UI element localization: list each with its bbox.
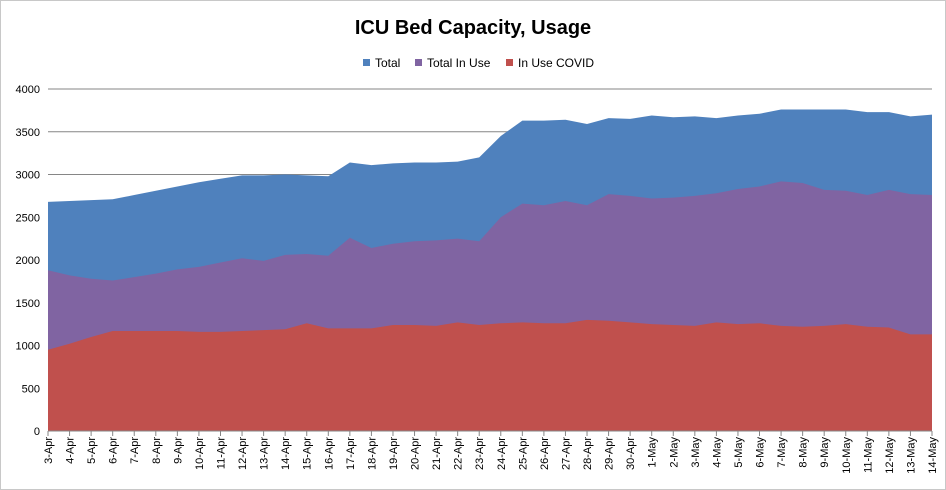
y-tick-label: 2000: [16, 255, 40, 267]
x-tick-label: 11-Apr: [215, 437, 227, 470]
x-tick-label: 30-Apr: [625, 437, 637, 470]
legend-swatch: [363, 59, 370, 66]
legend-swatch: [506, 59, 513, 66]
x-tick-label: 5-May: [733, 437, 745, 468]
y-tick-label: 0: [34, 426, 40, 438]
y-tick-label: 1500: [16, 298, 40, 310]
x-tick-label: 17-Apr: [345, 437, 357, 470]
x-tick-label: 5-Apr: [86, 437, 98, 464]
x-tick-label: 15-Apr: [302, 437, 314, 470]
series-area-in-use-covid: [48, 319, 932, 431]
x-tick-label: 16-Apr: [323, 437, 335, 470]
legend-label: Total: [375, 56, 400, 70]
legend-label: Total In Use: [427, 56, 491, 70]
x-tick-label: 7-May: [776, 437, 788, 468]
x-tick-label: 18-Apr: [366, 437, 378, 470]
x-tick-label: 10-Apr: [194, 437, 206, 470]
x-tick-label: 4-May: [711, 437, 723, 468]
y-tick-label: 3500: [16, 127, 40, 139]
x-tick-label: 24-Apr: [496, 437, 508, 470]
legend-swatch: [415, 59, 422, 66]
x-tick-label: 27-Apr: [560, 437, 572, 470]
x-tick-label: 2-May: [668, 437, 680, 468]
x-tick-label: 9-Apr: [172, 437, 184, 464]
x-tick-label: 3-Apr: [43, 437, 55, 464]
x-tick-label: 7-Apr: [129, 437, 141, 464]
x-tick-label: 29-Apr: [604, 437, 616, 470]
x-tick-label: 21-Apr: [431, 437, 443, 470]
x-tick-label: 22-Apr: [453, 437, 465, 470]
x-tick-label: 28-Apr: [582, 437, 594, 470]
x-axis: 3-Apr 4-Apr 5-Apr 6-Apr 7-Apr 8-Apr 9-Apr 10-Ap…: [43, 430, 939, 474]
x-tick-label: 25-Apr: [517, 437, 529, 470]
x-tick-label: 14-Apr: [280, 437, 292, 470]
x-tick-label: 10-May: [841, 437, 853, 474]
legend-label: In Use COVID: [518, 56, 594, 70]
x-tick-label: 26-Apr: [539, 437, 551, 470]
x-tick-label: 6-May: [755, 437, 767, 468]
x-tick-label: 20-Apr: [410, 437, 422, 470]
x-tick-label: 11-May: [862, 437, 874, 473]
x-tick-label: 9-May: [819, 437, 831, 468]
x-tick-label: 8-Apr: [151, 437, 163, 464]
y-axis: 0 500 1000 1500 2000 2500 3000 3500 4000: [16, 84, 40, 438]
x-tick-label: 13-May: [905, 437, 917, 474]
x-tick-label: 12-May: [884, 437, 896, 474]
x-tick-label: 6-Apr: [108, 437, 120, 464]
x-tick-label: 8-May: [798, 437, 810, 468]
x-tick-label: 19-Apr: [388, 437, 400, 470]
x-tick-label: 23-Apr: [474, 437, 486, 470]
y-tick-label: 3000: [16, 170, 40, 182]
x-tick-label: 3-May: [690, 437, 702, 468]
x-tick-label: 13-Apr: [259, 437, 271, 470]
x-tick-label: 4-Apr: [65, 437, 77, 464]
y-tick-label: 4000: [16, 84, 40, 96]
legend: Total Total In Use In Use COVID: [363, 56, 594, 70]
x-tick-label: 1-May: [647, 437, 659, 468]
y-tick-label: 500: [22, 383, 40, 395]
y-tick-label: 2500: [16, 212, 40, 224]
y-tick-label: 1000: [16, 341, 40, 353]
x-tick-label: 14-May: [927, 437, 939, 474]
chart-title: ICU Bed Capacity, Usage: [355, 17, 591, 39]
series-areas: [48, 109, 932, 432]
x-tick-label: 12-Apr: [237, 437, 249, 470]
